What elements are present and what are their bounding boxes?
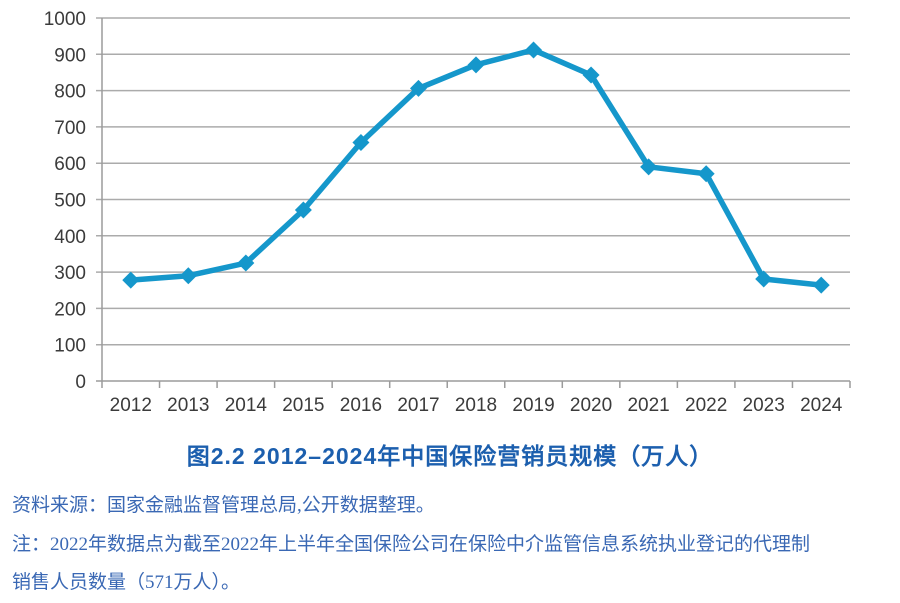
svg-text:0: 0 [75, 372, 86, 393]
svg-text:2013: 2013 [167, 395, 209, 416]
source-note: 资料来源：国家金融监督管理总局,公开数据整理。 [12, 495, 435, 516]
line-chart: 0 100 200 300 400 500 600 700 800 900 1000 2012 2013… [44, 9, 851, 416]
svg-text:100: 100 [54, 336, 86, 357]
svg-text:2012: 2012 [110, 395, 152, 416]
svg-text:2024: 2024 [800, 395, 843, 416]
svg-text:1000: 1000 [44, 9, 86, 30]
svg-text:500: 500 [54, 191, 86, 212]
svg-text:2020: 2020 [570, 395, 612, 416]
svg-text:2021: 2021 [627, 395, 669, 416]
svg-text:2015: 2015 [282, 395, 324, 416]
svg-text:2014: 2014 [225, 395, 268, 416]
svg-text:2016: 2016 [340, 395, 382, 416]
svg-text:800: 800 [54, 82, 86, 103]
svg-text:400: 400 [54, 227, 86, 248]
chart-title: 图2.2 2012–2024年中国保险营销员规模（万人） [186, 443, 714, 469]
svg-text:900: 900 [54, 45, 86, 66]
svg-text:2017: 2017 [397, 395, 439, 416]
footnote-line-1: 注：2022年数据点为截至2022年上半年全国保险公司在保险中介监管信息系统执业… [12, 534, 811, 555]
svg-text:300: 300 [54, 263, 86, 284]
svg-text:2023: 2023 [743, 395, 785, 416]
footnote-line-2: 销售人员数量（571万人）。 [12, 572, 241, 593]
svg-text:2018: 2018 [455, 395, 497, 416]
svg-text:700: 700 [54, 118, 86, 139]
svg-text:2019: 2019 [512, 395, 554, 416]
line-chart-container: 0 100 200 300 400 500 600 700 800 900 1000 2012 2013… [44, 9, 851, 416]
svg-text:200: 200 [54, 299, 86, 320]
svg-text:2022: 2022 [685, 395, 727, 416]
svg-text:600: 600 [54, 154, 86, 175]
